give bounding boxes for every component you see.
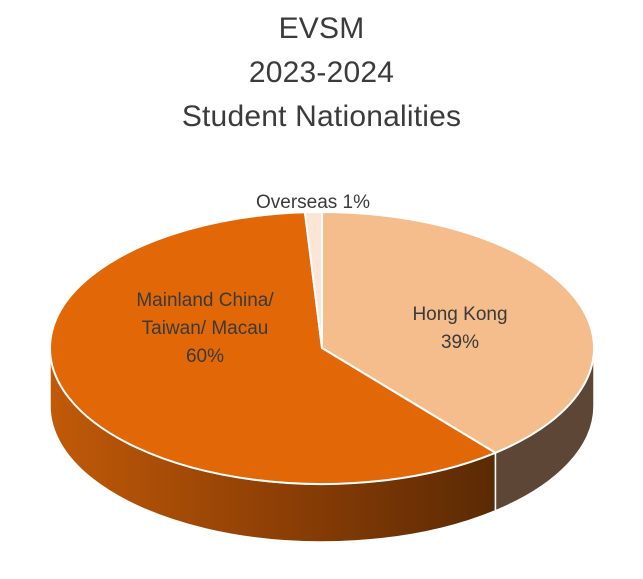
slice-label-hong-kong: Hong Kong 39% (412, 304, 507, 353)
pie-slice-overseas-1 (303, 210, 323, 349)
pie-slice-hong-kong (321, 211, 595, 454)
chart-title-line-2: 2023-2024 (248, 56, 395, 89)
slice-label-line: Mainland China/ (136, 290, 274, 311)
slice-label-line: 39% (441, 332, 479, 353)
slice-label-line: Hong Kong (412, 304, 507, 325)
slice-label-line: Taiwan/ Macau (142, 318, 269, 339)
slice-label-overseas-1: Overseas 1% (256, 192, 370, 213)
pie-slice-mainland-china (49, 211, 497, 485)
slice-label-line: Overseas 1% (256, 192, 370, 213)
chart-title-line-3: Student Nationalities (181, 100, 462, 133)
chart-title-line-1: EVSM (278, 12, 365, 45)
slice-label-line: 60% (186, 346, 224, 367)
slice-label-mainland-china: Mainland China/Taiwan/ Macau 60% (136, 290, 274, 367)
